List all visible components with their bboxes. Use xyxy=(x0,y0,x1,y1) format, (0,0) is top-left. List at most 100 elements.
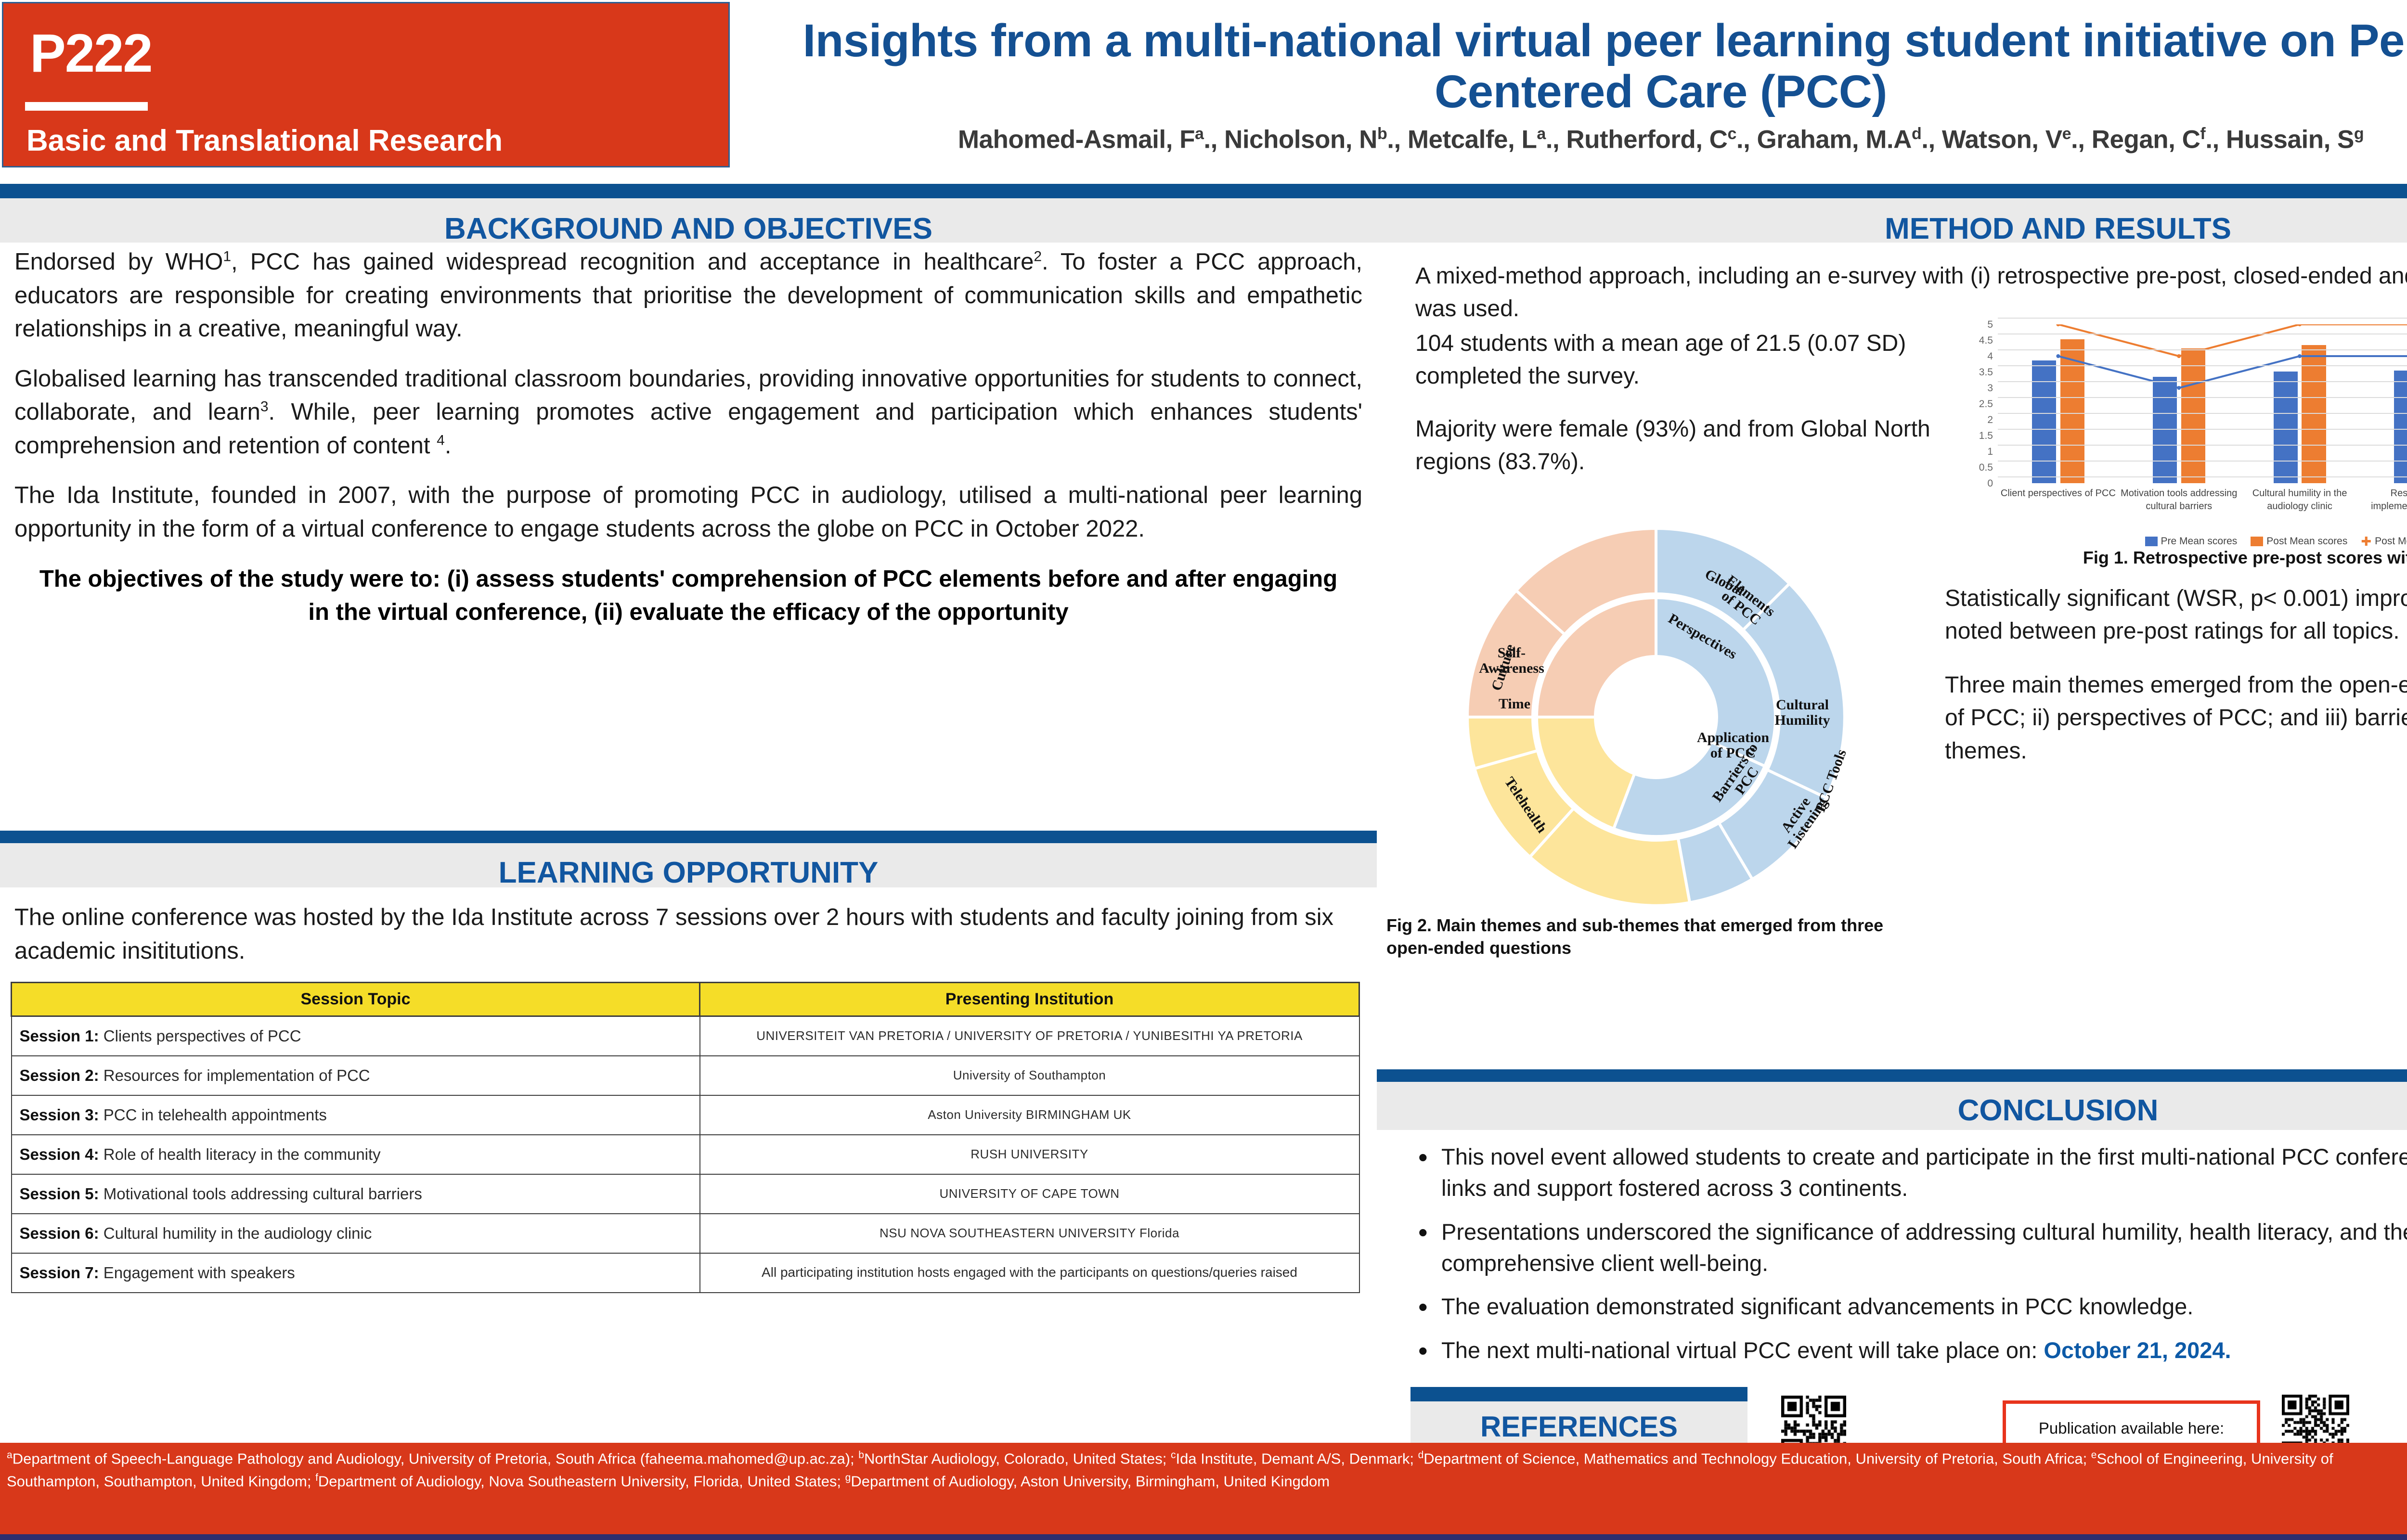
next-event-date: October 21, 2024. xyxy=(2044,1337,2231,1363)
conclusion-bullet: Presentations underscored the significan… xyxy=(1415,1214,2407,1279)
title-block: Insights from a multi-national virtual p… xyxy=(737,5,2407,173)
affiliations-text: aDepartment of Speech-Language Pathology… xyxy=(7,1450,2333,1490)
legend-swatch xyxy=(2251,537,2264,546)
chart-legend: Pre Mean scores Post Mean scores ✚Post Med… xyxy=(1998,535,2407,548)
result-significance-note: Statistically significant (WSR, p< 0.001… xyxy=(1945,586,2407,644)
conclusion-bullet-next-event: The next multi-national virtual PCC even… xyxy=(1415,1332,2407,1369)
study-objectives: The objectives of the study were to: (i)… xyxy=(39,565,1338,626)
poster-header: P222 Basic and Translational Research In… xyxy=(0,0,2407,184)
table-row: Session 6: Cultural humility in the audi… xyxy=(11,1213,1360,1254)
session-topic-cell: Session 7: Engagement with speakers xyxy=(11,1252,700,1293)
chart-y-tick: 4.5 xyxy=(1979,335,1993,346)
conclusion-bullet-list: This novel event allowed students to cre… xyxy=(1415,1139,2407,1379)
author-list: Mahomed-Asmail, Fa., Nicholson, Nb., Met… xyxy=(958,125,2364,154)
header-accent-bar xyxy=(0,184,2407,198)
table-row: Session 3: PCC in telehealth appointment… xyxy=(11,1094,1360,1135)
legend-label: Post Median scores xyxy=(2375,536,2407,547)
presenting-institution-cell: UNIVERSITEIT VAN PRETORIA / UNIVERSITY O… xyxy=(699,1015,1360,1056)
footer-bottom-rule xyxy=(0,1534,2407,1540)
chart-y-tick: 4 xyxy=(1987,351,1993,362)
chart-gridline xyxy=(1998,445,2407,446)
figure-2-caption: Fig 2. Main themes and sub-themes that e… xyxy=(1386,915,1884,958)
section-title-background: BACKGROUND AND OBJECTIVES xyxy=(444,212,932,245)
chart-y-tick: 5 xyxy=(1987,319,1993,330)
learning-intro-text: The online conference was hosted by the … xyxy=(14,904,1334,964)
chart-legend-item: Pre Mean scores xyxy=(2145,536,2238,547)
section-title-method-results: METHOD AND RESULTS xyxy=(1885,212,2231,245)
chart-plot-area xyxy=(1998,324,2407,483)
presenting-institution-cell: Aston University BIRMINGHAM UK xyxy=(699,1094,1360,1135)
section-title-conclusion: CONCLUSION xyxy=(1957,1094,2159,1127)
background-paragraph-3: The Ida Institute, founded in 2007, with… xyxy=(14,482,1362,542)
table-row: Session 1: Clients perspectives of PCC UN… xyxy=(11,1015,1360,1056)
section-title-references: REFERENCES xyxy=(1480,1411,1678,1443)
method-notes: 104 students with a mean age of 21.5 (0.… xyxy=(1415,327,1940,499)
figure-1-caption: Fig 1. Retrospective pre-post scores wit… xyxy=(2083,548,2407,567)
session-topic-cell: Session 1: Clients perspectives of PCC xyxy=(11,1015,700,1056)
chart-y-tick: 0.5 xyxy=(1979,462,1993,473)
chart-x-axis-labels: Client perspectives of PCC Motivation too… xyxy=(1998,487,2407,531)
conclusion-header-band xyxy=(1377,1082,2407,1130)
publication-label: Publication available here: xyxy=(2038,1419,2225,1437)
chart-gridline xyxy=(1998,349,2407,350)
results-notes: Statistically significant (WSR, p< 0.001… xyxy=(1945,582,2407,789)
chart-legend-item: Post Mean scores xyxy=(2251,536,2347,547)
session-topic-cell: Session 6: Cultural humility in the audi… xyxy=(11,1213,700,1254)
chart-bar xyxy=(2273,372,2298,483)
chart-bar xyxy=(2060,339,2084,483)
legend-label: Pre Mean scores xyxy=(2161,536,2238,547)
chart-bar xyxy=(2032,360,2057,483)
table-row: Session 2: Resources for implementation … xyxy=(11,1055,1360,1096)
chart-gridline xyxy=(1998,381,2407,382)
session-topic-cell: Session 5: Motivational tools addressing… xyxy=(11,1173,700,1214)
chart-x-label: Motivation tools addressing cultural bar… xyxy=(2121,488,2238,512)
chart-y-tick: 3.5 xyxy=(1979,367,1993,378)
session-topic-cell: Session 4: Role of health literacy in th… xyxy=(11,1134,700,1175)
institution-logo: University of Southampton xyxy=(953,1068,1106,1082)
chart-gridline xyxy=(1998,397,2407,398)
chart-gridline xyxy=(1998,413,2407,414)
chart-y-tick: 3 xyxy=(1987,383,1993,394)
institution-logo: NSU NOVA SOUTHEASTERN UNIVERSITY Florida xyxy=(880,1226,1179,1240)
badge-divider xyxy=(25,102,148,111)
footer-band xyxy=(0,1443,2407,1537)
chart-x-label: Cultural humility in the audiology clini… xyxy=(2252,488,2347,512)
demographics-note: Majority were female (93%) and from Glob… xyxy=(1415,416,1930,475)
chart-gridline xyxy=(1998,318,2407,319)
chart-line-overlay xyxy=(2056,324,2407,390)
chart-y-tick: 2.5 xyxy=(1979,398,1993,410)
presenting-institution-cell: UNIVERSITY OF CAPE TOWN xyxy=(699,1173,1360,1214)
participants-count-note: 104 students with a mean age of 21.5 (0.… xyxy=(1415,331,1906,389)
conclusion-bullet: The evaluation demonstrated significant … xyxy=(1415,1288,2407,1325)
institution-logo: RUSH UNIVERSITY xyxy=(971,1147,1088,1161)
learning-header-band xyxy=(0,843,1377,887)
column-header-presenting-institution: Presenting Institution xyxy=(699,982,1360,1017)
legend-swatch xyxy=(2145,537,2158,546)
legend-marker-icon: ✚ xyxy=(2361,534,2372,549)
sunburst-label-self-awareness: Self-Awareness xyxy=(1479,645,1544,676)
chart-gridline xyxy=(1998,461,2407,462)
sunburst-label-cultural-humility: Cultural Humility xyxy=(1774,697,1830,728)
chart-y-tick: 1 xyxy=(1987,446,1993,457)
chart-x-label: Client perspectives of PCC xyxy=(2000,488,2116,499)
table-row: Session 5: Motivational tools addressing… xyxy=(11,1173,1360,1214)
figure-1-chart: Client perspectives of PCC Motivation too… xyxy=(1947,318,2407,548)
presenting-institution-cell: University of Southampton xyxy=(699,1055,1360,1096)
section-title-learning-opportunity: LEARNING OPPORTUNITY xyxy=(498,856,879,889)
presenting-institution-cell: All participating institution hosts enga… xyxy=(699,1252,1360,1293)
session-topic-cell: Session 3: PCC in telehealth appointment… xyxy=(11,1094,700,1135)
chart-bar xyxy=(2394,371,2407,483)
references-accent-bar xyxy=(1411,1387,1747,1401)
chart-gridline xyxy=(1998,476,2407,477)
sunburst-label-time: Time xyxy=(1499,696,1530,712)
presenting-institution-cell: RUSH UNIVERSITY xyxy=(699,1134,1360,1175)
institution-logo: UNIVERSITEIT VAN PRETORIA / UNIVERSITY O… xyxy=(756,1028,1303,1043)
method-intro-text: A mixed-method approach, including an e-… xyxy=(1415,263,2407,322)
figure-2-sunburst: Elementsof PCC Cultural Humility ActiveLi… xyxy=(1386,515,1926,919)
conclusion-accent-bar xyxy=(1377,1069,2407,1082)
chart-legend-item: ✚Post Median scores xyxy=(2361,535,2407,548)
conclusion-bullet: This novel event allowed students to cre… xyxy=(1415,1139,2407,1204)
table-header-row: Session Topic Presenting Institution xyxy=(11,982,1360,1017)
table-row: Session 7: Engagement with speakers All p… xyxy=(11,1252,1360,1293)
poster-number: P222 xyxy=(30,23,153,83)
